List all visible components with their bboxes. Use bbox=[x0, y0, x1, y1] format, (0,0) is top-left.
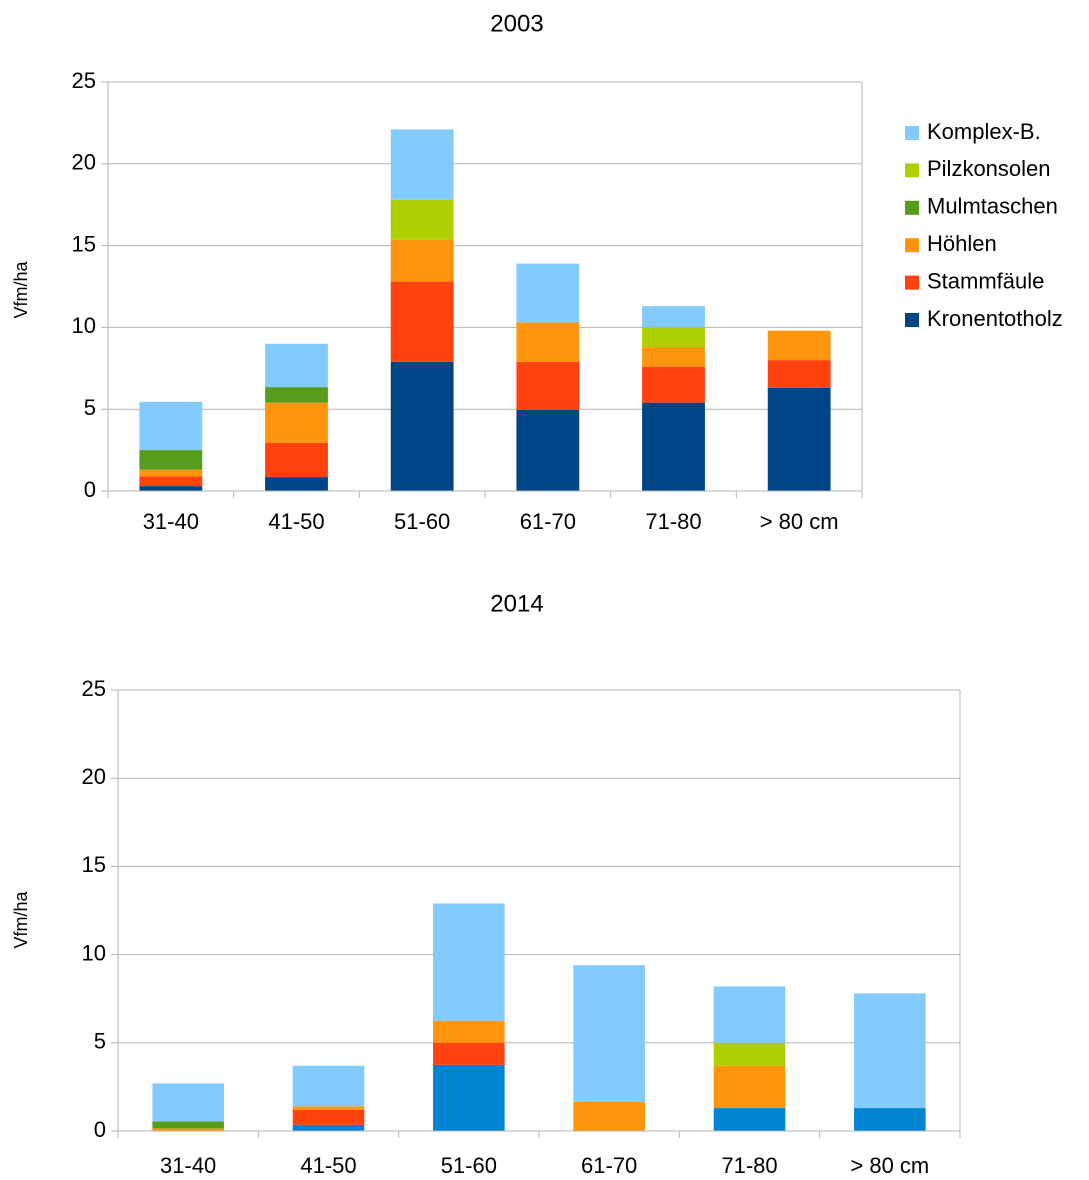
bar-segment bbox=[642, 306, 705, 328]
bar-segment bbox=[516, 263, 580, 323]
bar-segment bbox=[854, 993, 926, 1109]
bar-segment bbox=[152, 1128, 224, 1131]
y-tick-label: 0 bbox=[94, 1117, 106, 1142]
bar-segment bbox=[642, 366, 705, 403]
bar-segment bbox=[642, 327, 705, 348]
bar-segment bbox=[713, 986, 786, 1043]
bar-segment bbox=[265, 402, 328, 443]
bar-segment bbox=[139, 486, 203, 491]
x-tick-label: > 80 cm bbox=[760, 509, 839, 534]
bar-segment bbox=[292, 1065, 365, 1107]
x-tick-label: 61-70 bbox=[581, 1153, 637, 1178]
bar-segment bbox=[642, 402, 705, 491]
bar-segment bbox=[265, 442, 328, 478]
x-tick-label: > 80 cm bbox=[850, 1153, 929, 1178]
x-tick-label: 41-50 bbox=[300, 1153, 356, 1178]
y-tick-label: 5 bbox=[84, 395, 96, 420]
bar-segment bbox=[292, 1124, 365, 1131]
y-tick-label: 0 bbox=[84, 477, 96, 502]
bar-segment bbox=[265, 477, 328, 491]
bar-segment bbox=[152, 1083, 224, 1122]
bar-segment bbox=[767, 387, 831, 491]
bar-segment bbox=[854, 1108, 926, 1131]
bar-segment bbox=[516, 410, 580, 491]
y-tick-label: 20 bbox=[72, 150, 96, 175]
bar-segment bbox=[390, 129, 454, 200]
bar-segment bbox=[433, 1064, 505, 1131]
y-tick-label: 10 bbox=[72, 313, 96, 338]
x-tick-label: 51-60 bbox=[441, 1153, 497, 1178]
bar-segment bbox=[433, 1020, 505, 1043]
bar-segment bbox=[767, 360, 831, 388]
bar-segment bbox=[390, 199, 454, 240]
bar-segment bbox=[713, 1065, 786, 1109]
chart-title: 2014 bbox=[490, 590, 543, 617]
legend-swatch bbox=[905, 163, 919, 178]
bar-segment bbox=[390, 361, 454, 491]
bar-segment bbox=[292, 1106, 365, 1110]
legend-label: Mulmtaschen bbox=[927, 194, 1058, 219]
x-tick-label: 41-50 bbox=[268, 509, 324, 534]
legend-swatch bbox=[905, 200, 919, 215]
y-axis-label: Vfm/ha bbox=[11, 261, 31, 319]
bar-segment bbox=[265, 387, 328, 403]
bar-segment bbox=[433, 903, 505, 1021]
x-tick-label: 31-40 bbox=[160, 1153, 216, 1178]
legend-label: Stammfäule bbox=[927, 268, 1044, 293]
bar-segment bbox=[292, 1109, 365, 1125]
bar-segment bbox=[139, 450, 203, 470]
x-tick-label: 51-60 bbox=[394, 509, 450, 534]
bar-segment bbox=[390, 281, 454, 362]
bar-segment bbox=[139, 401, 203, 451]
x-tick-label: 71-80 bbox=[721, 1153, 777, 1178]
bar-segment bbox=[713, 1042, 786, 1066]
y-tick-label: 25 bbox=[72, 68, 96, 93]
legend-label: Höhlen bbox=[927, 231, 997, 256]
y-tick-label: 15 bbox=[72, 231, 96, 256]
bar-segment bbox=[516, 322, 580, 362]
bar-segment bbox=[139, 476, 203, 487]
bar-segment bbox=[573, 1101, 645, 1131]
y-tick-label: 10 bbox=[82, 940, 106, 965]
bar-segment bbox=[390, 239, 454, 282]
bar-segment bbox=[767, 330, 831, 361]
bar-segment bbox=[433, 1042, 505, 1065]
x-tick-label: 31-40 bbox=[143, 509, 199, 534]
legend-swatch bbox=[905, 275, 919, 290]
legend-swatch bbox=[905, 313, 919, 327]
legend-label: Komplex-B. bbox=[927, 119, 1041, 144]
legend-swatch bbox=[905, 126, 919, 140]
x-tick-label: 71-80 bbox=[645, 509, 701, 534]
legend-label: Kronentotholz bbox=[927, 306, 1063, 331]
bar-segment bbox=[713, 1108, 786, 1131]
bar-segment bbox=[152, 1121, 224, 1129]
bar-segment bbox=[139, 469, 203, 477]
bar-segment bbox=[265, 343, 328, 388]
bar-segment bbox=[642, 347, 705, 367]
y-tick-label: 25 bbox=[82, 676, 106, 701]
y-axis-label: Vfm/ha bbox=[11, 891, 31, 949]
legend-label: Pilzkonsolen bbox=[927, 156, 1051, 181]
chart-title: 2003 bbox=[490, 10, 543, 37]
y-tick-label: 5 bbox=[94, 1029, 106, 1054]
bar-segment bbox=[516, 361, 580, 411]
y-tick-label: 15 bbox=[82, 852, 106, 877]
bar-segment bbox=[573, 965, 645, 1102]
x-tick-label: 61-70 bbox=[520, 509, 576, 534]
legend-swatch bbox=[905, 238, 919, 253]
y-tick-label: 20 bbox=[82, 764, 106, 789]
